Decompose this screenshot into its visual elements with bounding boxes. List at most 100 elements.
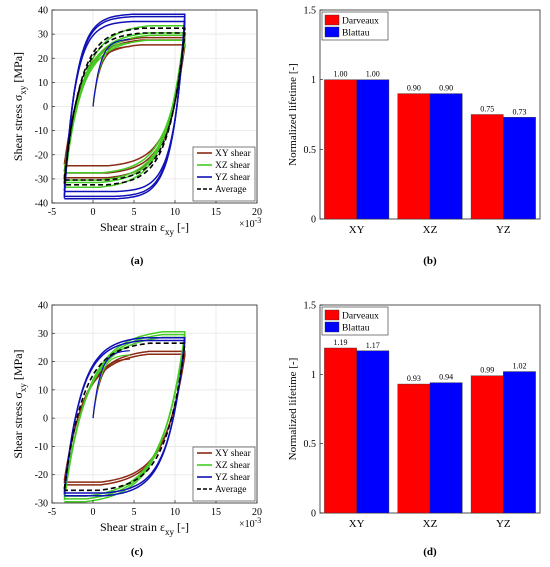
- legend: Darveaux Blattau: [321, 11, 389, 41]
- legend-swatch: [324, 26, 340, 38]
- x-tick-label: YZ: [496, 224, 511, 236]
- legend-entry: Darveaux: [342, 312, 379, 322]
- y-tick-label: 0: [43, 102, 48, 113]
- legend: Darveaux Blattau: [321, 306, 389, 336]
- y-tick-label: -10: [35, 126, 48, 137]
- curves: [63, 330, 186, 503]
- y-tick-label: 0.5: [304, 439, 317, 450]
- legend-box: [192, 146, 256, 202]
- y-tick-label: 1.5: [304, 301, 317, 312]
- bar-value-label: 1.17: [366, 341, 380, 350]
- y-axis-label-sub: xy: [18, 383, 28, 393]
- x-tick-label: 0: [91, 507, 96, 518]
- legend-entry: XY shear: [215, 449, 252, 459]
- legend-entry: YZ shear: [215, 173, 251, 183]
- bar-value-label: 0.73: [512, 107, 526, 116]
- bar-darveaux-xz: [397, 383, 431, 514]
- legend: XY shear XZ shear YZ shear Average: [192, 146, 256, 202]
- legend: XY shear XZ shear YZ shear Average: [192, 446, 256, 502]
- legend-entry: Blattau: [342, 324, 370, 334]
- panel-d-lifetime-bar-chart: 1.19 1.17 XY 0.93 0.94 XZ 0.99 1.02 YZ 0 0.5 1 1.5 No…: [287, 301, 541, 558]
- y-axis-label: Normalized lifetime [-]: [287, 358, 299, 461]
- bar-darveaux-yz: [470, 375, 504, 514]
- y-tick-label: 10: [38, 78, 48, 89]
- loop-average: [63, 342, 186, 492]
- legend-entry: Darveaux: [342, 17, 379, 27]
- bar-value-label: 1.00: [366, 70, 380, 79]
- bar-blattau-xy: [356, 79, 390, 220]
- legend-entry: Average: [215, 185, 246, 195]
- y-tick-label: 20: [38, 54, 48, 65]
- y-tick-label: 20: [38, 357, 48, 368]
- initial-curve: [92, 38, 130, 107]
- bar-value-label: 0.75: [480, 105, 494, 114]
- legend-swatch: [324, 14, 340, 26]
- x-axis-label: Shear strain εxy [-]: [100, 220, 189, 237]
- loop-yz-shear: [63, 20, 186, 193]
- panel-c-hysteresis-chart: -5 0 5 10 15 20 -30 -20 -10 0 10 20 30 40 Shear strain…: [11, 301, 262, 559]
- y-axis-label-sub: xy: [18, 85, 28, 95]
- x-axis-label-sub: xy: [165, 527, 175, 537]
- y-tick-label: 1: [311, 370, 316, 381]
- x-tick-label: XY: [349, 224, 365, 236]
- legend-swatch: [324, 321, 340, 333]
- bar-value-label: 1.19: [334, 338, 348, 347]
- x-tick-label: 5: [132, 207, 137, 218]
- x-axis-label-unit: [-]: [177, 220, 189, 234]
- x-tick-label: 10: [170, 207, 180, 218]
- initial-curve: [92, 350, 130, 419]
- y-tick-label: -40: [35, 199, 48, 210]
- bar-value-label: 1.00: [334, 70, 348, 79]
- loop-average: [63, 32, 186, 181]
- y-tick-label: 30: [38, 329, 48, 340]
- x-tick-label: XY: [349, 518, 365, 530]
- bar-blattau-xy: [356, 350, 390, 514]
- y-tick-label: 1: [311, 75, 316, 86]
- panel-a-hysteresis-chart: -5 0 5 10 15 20 -40 -30 -20 -10 0 10 20 30 40 Shear str…: [11, 6, 262, 268]
- y-axis-label: Shear stress σxy[MPa]: [11, 349, 28, 458]
- legend-swatch: [324, 309, 340, 321]
- legend-entry: Average: [215, 485, 246, 495]
- bar-value-label: 0.90: [407, 84, 421, 93]
- x-tick-label: 15: [211, 207, 221, 218]
- initial-curve: [92, 358, 130, 419]
- panel-caption: (a): [131, 255, 144, 267]
- y-axis-label-unit: [MPa]: [11, 52, 25, 83]
- x-multiplier-exp: -3: [255, 216, 262, 225]
- bar-value-label: 0.99: [480, 366, 494, 375]
- bar-value-label: 0.94: [439, 373, 453, 382]
- x-tick-label: 10: [170, 507, 180, 518]
- x-axis-label-sub: xy: [165, 227, 175, 237]
- y-tick-label: 30: [38, 30, 48, 41]
- loop-yz-shear: [63, 336, 186, 497]
- loop-yz-shear: [63, 339, 186, 494]
- x-tick-label: -5: [48, 507, 56, 518]
- bar-blattau-xz: [429, 382, 463, 514]
- loop-xy-shear: [63, 44, 186, 167]
- bar-blattau-yz: [503, 117, 536, 220]
- y-tick-label: 0: [311, 509, 316, 520]
- x-tick-label: -5: [48, 207, 56, 218]
- bar-blattau-xz: [429, 93, 463, 220]
- legend-entry: XY shear: [215, 149, 252, 159]
- initial-curve: [92, 354, 130, 419]
- legend-entry: Blattau: [342, 29, 370, 39]
- panel-b-lifetime-bar-chart: 1.00 1.00 XY 0.90 0.90 XZ 0.75 0.73 YZ 0 0.5 1 1.5 No…: [287, 6, 541, 267]
- loop-yz-shear: [63, 15, 186, 198]
- y-tick-label: 1.5: [304, 6, 317, 17]
- x-tick-label: 20: [252, 207, 262, 218]
- x-tick-label: XZ: [423, 224, 438, 236]
- legend-entry: XZ shear: [215, 461, 251, 471]
- x-axis-label-unit: [-]: [177, 520, 189, 534]
- y-tick-label: 10: [38, 385, 48, 396]
- y-tick-label: 40: [38, 6, 48, 17]
- x-tick-label: 15: [211, 507, 221, 518]
- x-tick-label: 0: [91, 207, 96, 218]
- initial-curve: [92, 42, 130, 107]
- y-tick-label: -10: [35, 442, 48, 453]
- legend-box: [192, 446, 256, 502]
- bar-value-label: 0.93: [407, 374, 421, 383]
- y-axis-label: Normalized lifetime [-]: [287, 63, 299, 166]
- x-axis-label: Shear strain εxy [-]: [100, 520, 189, 537]
- y-axis-label-unit: [MPa]: [11, 349, 25, 380]
